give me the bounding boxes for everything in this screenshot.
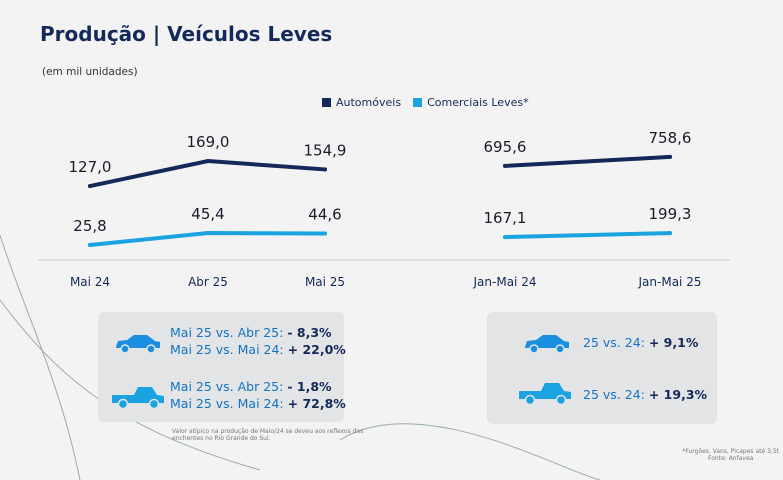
stat-car-ytd: 25 vs. 24: + 9,1% — [583, 335, 699, 350]
data-label: 167,1 — [484, 209, 527, 227]
data-label: 758,6 — [649, 129, 692, 147]
subtitle: (em mil unidades) — [42, 66, 138, 78]
data-point — [206, 231, 210, 236]
decor-curve — [0, 234, 81, 480]
car-icon — [525, 335, 569, 354]
data-label: 45,4 — [191, 205, 224, 223]
left-comparison-box: Mai 25 vs. Abr 25: - 8,3% Mai 25 vs. Mai… — [98, 312, 346, 422]
data-point — [668, 231, 672, 236]
series-line-automoveis — [88, 159, 327, 189]
data-label: 154,9 — [304, 141, 347, 159]
data-point — [668, 154, 672, 159]
stat-truck-ytd: 25 vs. 24: + 19,3% — [583, 387, 708, 402]
x-tick-label: Mai 25 — [305, 275, 345, 289]
stat-truck-year: Mai 25 vs. Mai 24: + 72,8% — [170, 396, 346, 411]
left-note: Valor atípico na produção de Maio/24 se … — [172, 428, 364, 442]
car-icon — [116, 335, 160, 354]
source-text: Fonte: Anfavea — [708, 455, 754, 462]
data-label: 25,8 — [73, 217, 106, 235]
series-line-comerciais — [503, 231, 672, 240]
page-title: Produção | Veículos Leves — [40, 22, 333, 46]
data-point — [323, 167, 327, 172]
right-comparison-box: 25 vs. 24: + 9,1% 25 vs. 24: + 19,3% — [487, 312, 717, 424]
stat-car-year: Mai 25 vs. Mai 24: + 22,0% — [170, 342, 346, 357]
footnote-text: *Furgões, Vans, Picapes até 3,5t — [682, 448, 779, 455]
x-tick-label: Abr 25 — [188, 275, 228, 289]
data-label: 695,6 — [484, 138, 527, 156]
x-tick-label: Mai 24 — [70, 275, 110, 289]
data-point — [323, 231, 327, 236]
data-label: 199,3 — [649, 205, 692, 223]
data-point — [88, 243, 92, 248]
data-label: 127,0 — [69, 158, 112, 176]
data-point — [88, 184, 92, 189]
legend-automoveis: Automóveis — [322, 96, 401, 109]
x-tick-label: Jan-Mai 25 — [638, 275, 702, 289]
stat-truck-month: Mai 25 vs. Abr 25: - 1,8% — [170, 379, 332, 394]
pickup-icon — [519, 383, 571, 406]
legend: Automóveis Comerciais Leves* — [322, 96, 529, 109]
x-tick-label: Jan-Mai 24 — [473, 275, 537, 289]
legend-comerciais: Comerciais Leves* — [413, 96, 529, 109]
data-point — [503, 235, 507, 240]
data-label: 44,6 — [308, 206, 341, 224]
data-point — [206, 159, 210, 164]
data-point — [503, 163, 507, 168]
decor-curve — [339, 423, 601, 480]
data-label: 169,0 — [187, 133, 230, 151]
pickup-icon — [112, 387, 164, 410]
series-line-automoveis — [503, 154, 672, 168]
stat-car-month: Mai 25 vs. Abr 25: - 8,3% — [170, 325, 332, 340]
footnote: *Furgões, Vans, Picapes até 3,5t Fonte: … — [682, 448, 779, 462]
